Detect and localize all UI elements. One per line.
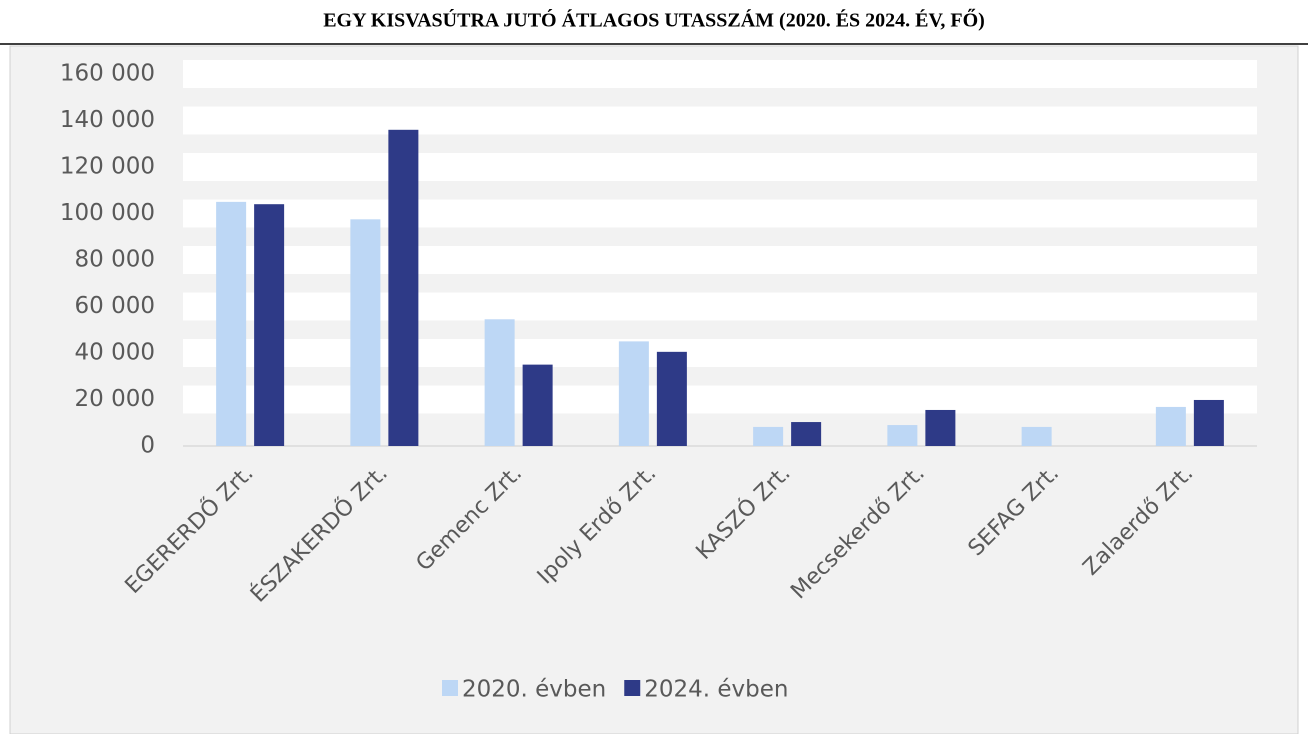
chart-title: EGY KISVASÚTRA JUTÓ ÁTLAGOS UTASSZÁM (20… <box>323 8 985 32</box>
y-tick-label: 80 000 <box>75 247 155 273</box>
legend-swatch <box>442 680 458 696</box>
y-tick-label: 20 000 <box>75 386 155 412</box>
y-tick-label: 40 000 <box>75 340 155 366</box>
bar <box>1193 399 1224 446</box>
legend-label: 2020. évben <box>462 677 606 703</box>
bar <box>753 426 784 446</box>
y-tick-label: 120 000 <box>60 154 155 180</box>
bar <box>925 409 956 446</box>
bar <box>887 425 918 446</box>
legend-swatch <box>624 680 641 696</box>
bar <box>216 201 247 446</box>
bar <box>522 364 553 446</box>
y-tick-label: 100 000 <box>60 200 155 226</box>
bar <box>1155 406 1186 446</box>
bar <box>484 319 515 446</box>
bar <box>388 129 419 447</box>
y-tick-label: 140 000 <box>60 107 155 133</box>
bar <box>1021 426 1052 446</box>
bar <box>791 422 822 446</box>
bar <box>350 219 381 446</box>
legend-label: 2024. évben <box>644 677 788 703</box>
bar <box>656 351 687 446</box>
y-tick-label: 0 <box>140 433 155 459</box>
bar <box>254 204 285 446</box>
y-tick-label: 160 000 <box>60 61 155 87</box>
bar <box>618 341 649 446</box>
y-tick-label: 60 000 <box>75 293 155 319</box>
